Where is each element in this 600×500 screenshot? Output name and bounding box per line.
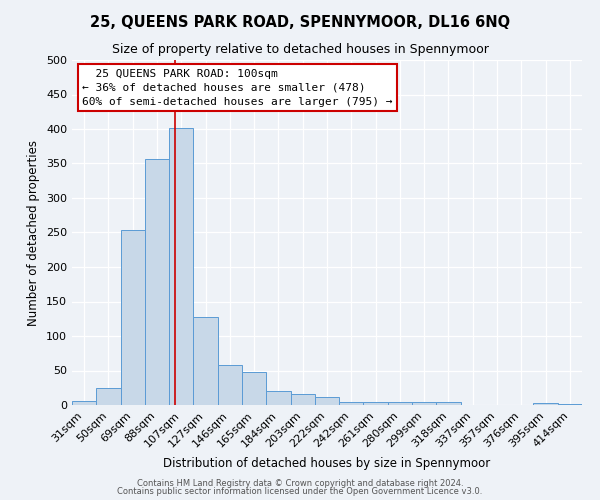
Bar [412, 402, 436, 405]
Text: Contains HM Land Registry data © Crown copyright and database right 2024.: Contains HM Land Registry data © Crown c… [137, 478, 463, 488]
Bar [121, 230, 145, 405]
Y-axis label: Number of detached properties: Number of detached properties [28, 140, 40, 326]
Bar [266, 391, 290, 405]
Bar [436, 402, 461, 405]
Text: Size of property relative to detached houses in Spennymoor: Size of property relative to detached ho… [112, 42, 488, 56]
Text: Contains public sector information licensed under the Open Government Licence v3: Contains public sector information licen… [118, 487, 482, 496]
Bar [169, 128, 193, 405]
Bar [339, 402, 364, 405]
Bar [145, 160, 169, 405]
Bar [218, 365, 242, 405]
Bar [364, 402, 388, 405]
Bar [315, 396, 339, 405]
Bar [96, 388, 121, 405]
Bar [558, 404, 582, 405]
Bar [193, 316, 218, 405]
Text: 25 QUEENS PARK ROAD: 100sqm  
← 36% of detached houses are smaller (478)
60% of : 25 QUEENS PARK ROAD: 100sqm ← 36% of det… [82, 68, 392, 106]
Bar [533, 403, 558, 405]
Bar [242, 372, 266, 405]
Bar [388, 402, 412, 405]
Bar [290, 394, 315, 405]
Text: 25, QUEENS PARK ROAD, SPENNYMOOR, DL16 6NQ: 25, QUEENS PARK ROAD, SPENNYMOOR, DL16 6… [90, 15, 510, 30]
X-axis label: Distribution of detached houses by size in Spennymoor: Distribution of detached houses by size … [163, 457, 491, 470]
Bar [72, 401, 96, 405]
